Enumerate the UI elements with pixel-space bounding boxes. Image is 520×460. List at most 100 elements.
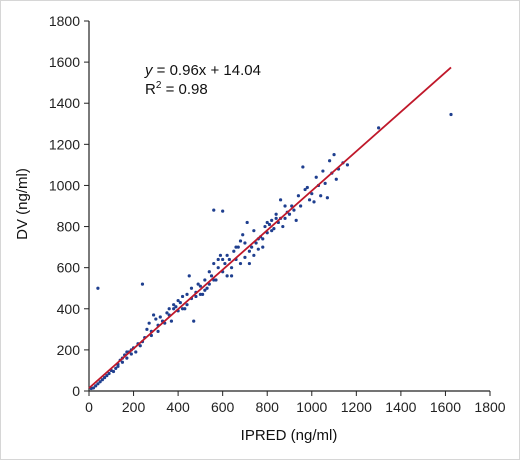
data-point bbox=[212, 208, 216, 212]
data-point bbox=[145, 327, 149, 331]
data-point bbox=[105, 373, 109, 378]
data-point bbox=[261, 245, 265, 249]
data-point bbox=[303, 187, 307, 192]
data-point bbox=[178, 301, 182, 305]
data-point bbox=[102, 376, 107, 380]
data-point bbox=[232, 249, 236, 253]
data-point bbox=[283, 204, 287, 208]
data-point bbox=[377, 126, 381, 130]
data-point bbox=[243, 241, 247, 245]
data-point bbox=[267, 222, 272, 227]
data-point bbox=[314, 175, 318, 179]
data-point bbox=[265, 220, 269, 225]
data-point bbox=[225, 253, 229, 257]
data-point bbox=[274, 212, 278, 216]
data-point bbox=[125, 356, 129, 360]
data-point bbox=[194, 294, 198, 299]
data-point bbox=[278, 198, 283, 202]
data-point bbox=[229, 274, 234, 278]
data-point bbox=[205, 286, 209, 290]
data-point bbox=[169, 319, 174, 323]
y-tick-label: 600 bbox=[57, 260, 81, 276]
data-point bbox=[198, 284, 202, 288]
data-point bbox=[154, 317, 158, 321]
data-point bbox=[192, 319, 196, 323]
data-point bbox=[305, 185, 309, 190]
data-point bbox=[294, 218, 298, 222]
y-tick-label: 200 bbox=[57, 342, 81, 358]
y-tick-label: 1200 bbox=[49, 136, 80, 152]
data-point bbox=[187, 274, 191, 278]
regression-equation: y = 0.96x + 14.04 bbox=[144, 62, 261, 79]
data-point bbox=[189, 286, 194, 290]
data-point bbox=[229, 266, 234, 270]
data-point bbox=[307, 198, 312, 202]
x-tick-label: 1000 bbox=[296, 399, 327, 415]
data-point bbox=[140, 282, 145, 286]
y-tick-label: 800 bbox=[57, 219, 81, 235]
data-point bbox=[209, 274, 214, 278]
data-point bbox=[252, 229, 256, 233]
data-point bbox=[176, 298, 180, 303]
data-point bbox=[243, 255, 247, 259]
data-point bbox=[216, 266, 220, 270]
y-tick-label: 400 bbox=[57, 301, 81, 317]
axes: 0 200 400 600 800 1000 1200 1400 1600 1800 0 200 400… bbox=[49, 13, 506, 415]
data-point bbox=[207, 270, 211, 274]
data-point bbox=[345, 163, 350, 167]
data-point bbox=[256, 247, 260, 251]
x-tick-label: 400 bbox=[166, 399, 190, 415]
data-point bbox=[247, 249, 251, 253]
data-point bbox=[96, 286, 100, 290]
x-tick-label: 1800 bbox=[474, 399, 505, 415]
data-point bbox=[180, 307, 185, 311]
x-tick-label: 600 bbox=[211, 399, 235, 415]
data-point bbox=[241, 233, 245, 237]
data-point bbox=[100, 378, 104, 382]
data-point bbox=[334, 177, 338, 181]
data-point bbox=[167, 307, 171, 311]
data-point bbox=[281, 224, 285, 229]
x-tick-label: 1600 bbox=[430, 399, 461, 415]
x-tick-label: 0 bbox=[85, 399, 93, 415]
data-point bbox=[98, 380, 102, 384]
data-point bbox=[174, 305, 178, 309]
data-point bbox=[234, 245, 238, 249]
data-point bbox=[203, 278, 207, 282]
regression-line-group bbox=[88, 66, 452, 389]
data-point bbox=[299, 204, 303, 208]
data-point bbox=[283, 216, 287, 220]
data-point bbox=[325, 196, 329, 200]
data-point bbox=[272, 227, 276, 231]
data-point bbox=[332, 153, 336, 157]
data-point bbox=[172, 303, 176, 307]
data-point bbox=[152, 313, 156, 317]
data-points bbox=[89, 112, 453, 391]
data-point bbox=[261, 237, 265, 241]
data-point bbox=[328, 159, 332, 163]
data-point bbox=[120, 360, 125, 364]
data-point bbox=[158, 315, 162, 319]
data-point bbox=[227, 257, 231, 262]
regression-line bbox=[88, 66, 452, 389]
data-point bbox=[185, 303, 189, 307]
data-point bbox=[254, 241, 258, 245]
data-point bbox=[247, 261, 251, 266]
data-point bbox=[218, 253, 223, 257]
data-point bbox=[129, 352, 133, 356]
data-point bbox=[156, 329, 160, 333]
data-point bbox=[225, 274, 229, 278]
data-point bbox=[196, 282, 200, 286]
data-point bbox=[274, 216, 278, 220]
data-point bbox=[323, 181, 327, 185]
data-point bbox=[270, 229, 274, 233]
data-point bbox=[296, 194, 301, 198]
data-point bbox=[172, 307, 176, 311]
data-point bbox=[116, 364, 120, 368]
x-axis-title: IPRED (ng/ml) bbox=[241, 427, 338, 444]
data-point bbox=[321, 169, 325, 173]
data-point bbox=[114, 366, 118, 370]
data-point bbox=[252, 253, 256, 257]
